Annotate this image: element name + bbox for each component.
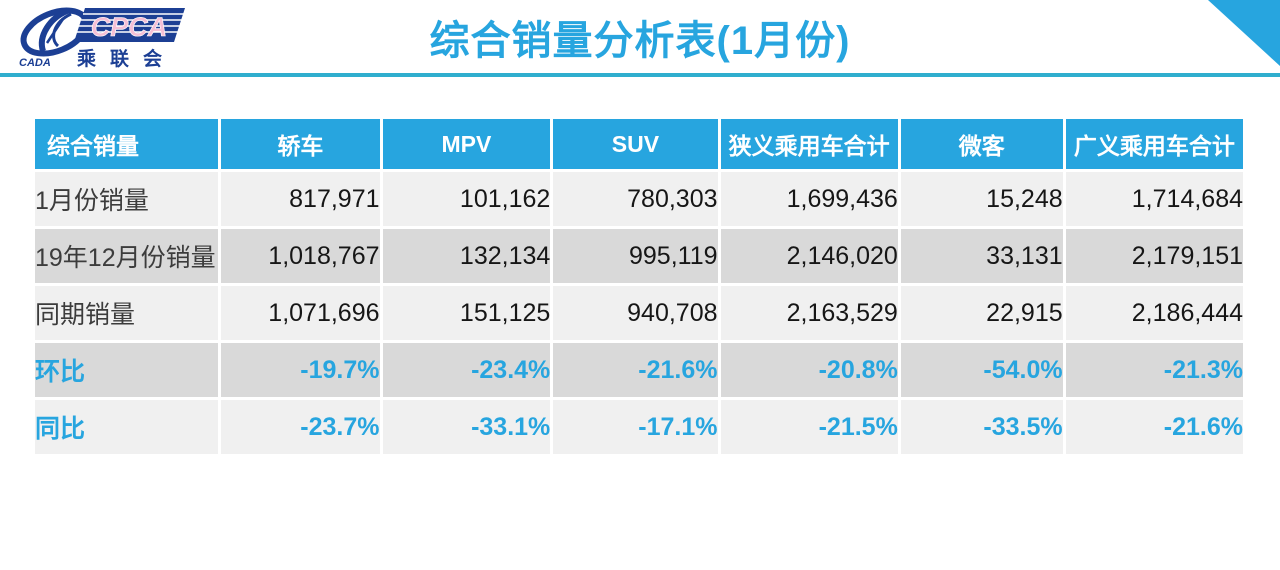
association-text: 乘联会 xyxy=(76,47,176,69)
column-header-suv: SUV xyxy=(553,119,718,169)
value-cell: 2,186,444 xyxy=(1065,286,1243,340)
column-header-total: 综合销量 xyxy=(35,119,219,169)
column-header-broad-pv-total: 广义乘用车合计 xyxy=(1065,119,1243,169)
column-header-minibus: 微客 xyxy=(900,119,1063,169)
table-row-december-sales: 19年12月份销量 1,018,767 132,134 995,119 2,14… xyxy=(35,229,1243,283)
table-row-mom-change: 环比 -19.7% -23.4% -21.6% -20.8% -54.0% -2… xyxy=(35,343,1243,397)
value-cell: -33.1% xyxy=(382,400,551,454)
header-divider-line xyxy=(0,73,1280,77)
table-row-same-period-sales: 同期销量 1,071,696 151,125 940,708 2,163,529… xyxy=(35,286,1243,340)
value-cell: 22,915 xyxy=(900,286,1063,340)
row-label: 同期销量 xyxy=(35,286,219,340)
value-cell: -21.6% xyxy=(1065,400,1243,454)
value-cell: 1,018,767 xyxy=(221,229,380,283)
cpca-parallelogram: CPCA xyxy=(74,8,185,42)
column-header-sedan: 轿车 xyxy=(221,119,380,169)
cpca-logo-graphic: CADA CPCA 乘联会 xyxy=(19,7,185,70)
table-header-row: 综合销量 轿车 MPV SUV 狭义乘用车合计 微客 广义乘用车合计 xyxy=(35,119,1243,169)
value-cell: -21.3% xyxy=(1065,343,1243,397)
row-label: 1月份销量 xyxy=(35,172,219,226)
value-cell: -23.7% xyxy=(221,400,380,454)
value-cell: 940,708 xyxy=(553,286,718,340)
value-cell: 151,125 xyxy=(382,286,551,340)
value-cell: 780,303 xyxy=(553,172,718,226)
value-cell: -54.0% xyxy=(900,343,1063,397)
cada-text: CADA xyxy=(19,57,51,69)
value-cell: 1,699,436 xyxy=(720,172,898,226)
value-cell: 2,146,020 xyxy=(720,229,898,283)
value-cell: 2,179,151 xyxy=(1065,229,1243,283)
value-cell: 101,162 xyxy=(382,172,551,226)
value-cell: -19.7% xyxy=(221,343,380,397)
value-cell: -20.8% xyxy=(720,343,898,397)
value-cell: 33,131 xyxy=(900,229,1063,283)
value-cell: -33.5% xyxy=(900,400,1063,454)
value-cell: 817,971 xyxy=(221,172,380,226)
cpca-text: CPCA xyxy=(91,12,168,42)
value-cell: 1,714,684 xyxy=(1065,172,1243,226)
value-cell: -17.1% xyxy=(553,400,718,454)
value-cell: 1,071,696 xyxy=(221,286,380,340)
row-label: 19年12月份销量 xyxy=(35,229,219,283)
value-cell: -23.4% xyxy=(382,343,551,397)
value-cell: 132,134 xyxy=(382,229,551,283)
value-cell: 995,119 xyxy=(553,229,718,283)
sales-table: 综合销量 轿车 MPV SUV 狭义乘用车合计 微客 广义乘用车合计 1月份销量… xyxy=(32,116,1246,457)
row-label: 环比 xyxy=(35,343,219,397)
table-row-yoy-change: 同比 -23.7% -33.1% -17.1% -21.5% -33.5% -2… xyxy=(35,400,1243,454)
page-title: 综合销量分析表(1月份) xyxy=(429,19,851,63)
value-cell: 2,163,529 xyxy=(720,286,898,340)
table-row-january-sales: 1月份销量 817,971 101,162 780,303 1,699,436 … xyxy=(35,172,1243,226)
value-cell: -21.5% xyxy=(720,400,898,454)
sales-table-container: 综合销量 轿车 MPV SUV 狭义乘用车合计 微客 广义乘用车合计 1月份销量… xyxy=(32,116,1246,457)
column-header-mpv: MPV xyxy=(382,119,551,169)
row-label: 同比 xyxy=(35,400,219,454)
column-header-narrow-pv-total: 狭义乘用车合计 xyxy=(720,119,898,169)
value-cell: -21.6% xyxy=(553,343,718,397)
cpca-logo: CADA CPCA 乘联会 xyxy=(13,5,185,74)
value-cell: 15,248 xyxy=(900,172,1063,226)
